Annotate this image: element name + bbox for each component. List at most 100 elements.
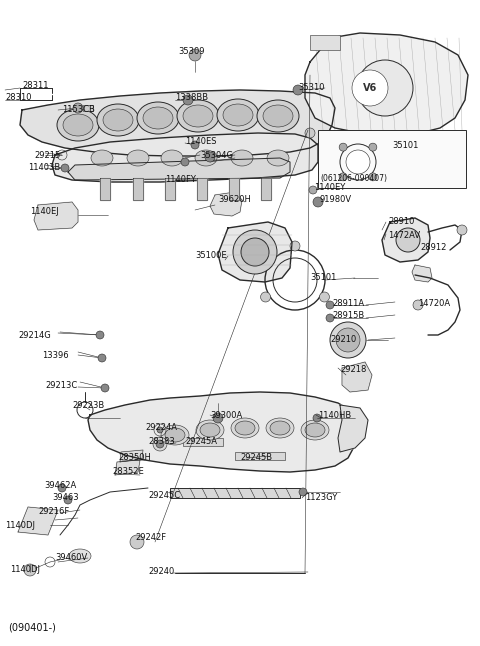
- Circle shape: [96, 331, 104, 339]
- Circle shape: [189, 49, 201, 61]
- Text: 91980V: 91980V: [320, 196, 352, 205]
- Polygon shape: [305, 33, 468, 135]
- Text: 29216F: 29216F: [38, 506, 69, 516]
- Text: 39620H: 39620H: [218, 196, 251, 205]
- Ellipse shape: [57, 109, 99, 141]
- Bar: [170, 488, 300, 498]
- Polygon shape: [34, 202, 78, 230]
- Circle shape: [98, 354, 106, 362]
- Polygon shape: [88, 392, 358, 472]
- Bar: [235, 452, 285, 460]
- Polygon shape: [229, 178, 239, 200]
- Ellipse shape: [127, 150, 149, 166]
- Text: 1140DJ: 1140DJ: [5, 521, 35, 530]
- Polygon shape: [382, 218, 430, 262]
- Bar: [310, 35, 340, 50]
- Text: 29213C: 29213C: [45, 380, 77, 390]
- Text: 35304G: 35304G: [200, 151, 233, 160]
- Circle shape: [64, 496, 72, 504]
- Text: 39300A: 39300A: [210, 410, 242, 419]
- Text: (090401-): (090401-): [8, 623, 56, 633]
- Text: 35101: 35101: [310, 273, 336, 282]
- Ellipse shape: [270, 421, 290, 435]
- Circle shape: [213, 413, 223, 423]
- Ellipse shape: [223, 104, 253, 126]
- Text: 28311: 28311: [22, 81, 48, 90]
- Circle shape: [205, 152, 215, 162]
- Circle shape: [181, 158, 189, 166]
- Text: 29240: 29240: [148, 567, 174, 576]
- Circle shape: [130, 535, 144, 549]
- Polygon shape: [218, 222, 292, 282]
- Text: 11403B: 11403B: [28, 163, 60, 172]
- Text: 35101: 35101: [392, 140, 419, 149]
- Polygon shape: [342, 362, 372, 392]
- Polygon shape: [68, 158, 290, 180]
- Text: 13396: 13396: [42, 351, 69, 360]
- Ellipse shape: [305, 423, 325, 437]
- Circle shape: [183, 95, 193, 105]
- Ellipse shape: [161, 150, 183, 166]
- Bar: [183, 438, 223, 446]
- Text: 28310: 28310: [5, 94, 32, 103]
- Circle shape: [369, 143, 377, 151]
- Text: 29210: 29210: [330, 335, 356, 344]
- Circle shape: [369, 173, 377, 181]
- Text: 1153CB: 1153CB: [62, 105, 95, 114]
- Text: 1140DJ: 1140DJ: [10, 565, 40, 574]
- Ellipse shape: [263, 105, 293, 127]
- Circle shape: [290, 241, 300, 251]
- Circle shape: [313, 197, 323, 207]
- Ellipse shape: [266, 418, 294, 438]
- Ellipse shape: [143, 107, 173, 129]
- Circle shape: [153, 437, 167, 451]
- Circle shape: [357, 60, 413, 116]
- Polygon shape: [20, 90, 335, 156]
- Ellipse shape: [267, 150, 289, 166]
- Text: 1472AV: 1472AV: [388, 231, 420, 240]
- Polygon shape: [261, 178, 271, 200]
- Circle shape: [326, 314, 334, 322]
- Circle shape: [24, 564, 36, 576]
- Ellipse shape: [235, 421, 255, 435]
- Text: 1140EJ: 1140EJ: [30, 207, 59, 216]
- Ellipse shape: [231, 418, 259, 438]
- Bar: [83, 105, 93, 111]
- Text: 1140FY: 1140FY: [165, 176, 196, 185]
- Text: 29245C: 29245C: [148, 492, 180, 501]
- Polygon shape: [210, 192, 242, 216]
- Ellipse shape: [257, 100, 299, 132]
- Polygon shape: [133, 178, 143, 200]
- Ellipse shape: [195, 150, 217, 166]
- Text: 29245A: 29245A: [185, 437, 217, 446]
- Text: 29218: 29218: [340, 366, 366, 375]
- Text: (061206-090407): (061206-090407): [320, 174, 387, 183]
- Text: 1140HB: 1140HB: [318, 410, 351, 419]
- Polygon shape: [165, 178, 175, 200]
- Text: 14720A: 14720A: [418, 298, 450, 307]
- Ellipse shape: [177, 100, 219, 132]
- Text: 35100E: 35100E: [195, 251, 227, 260]
- Text: 29223B: 29223B: [72, 401, 104, 410]
- Circle shape: [156, 440, 164, 448]
- Text: 29215: 29215: [34, 151, 60, 160]
- Circle shape: [352, 70, 388, 106]
- Circle shape: [339, 173, 347, 181]
- Circle shape: [457, 225, 467, 235]
- Circle shape: [330, 322, 366, 358]
- Circle shape: [191, 141, 199, 149]
- Text: 28350H: 28350H: [118, 453, 151, 463]
- Text: 29224A: 29224A: [145, 422, 177, 432]
- Polygon shape: [412, 265, 432, 282]
- Text: 29242F: 29242F: [135, 532, 166, 541]
- Circle shape: [336, 328, 360, 352]
- Ellipse shape: [91, 150, 113, 166]
- Text: V6: V6: [363, 83, 377, 93]
- Text: 28352E: 28352E: [112, 468, 144, 477]
- Text: 29245B: 29245B: [240, 453, 272, 463]
- Text: 35310: 35310: [298, 83, 324, 92]
- Circle shape: [101, 384, 109, 392]
- Circle shape: [396, 228, 420, 252]
- Ellipse shape: [231, 150, 253, 166]
- Ellipse shape: [301, 420, 329, 440]
